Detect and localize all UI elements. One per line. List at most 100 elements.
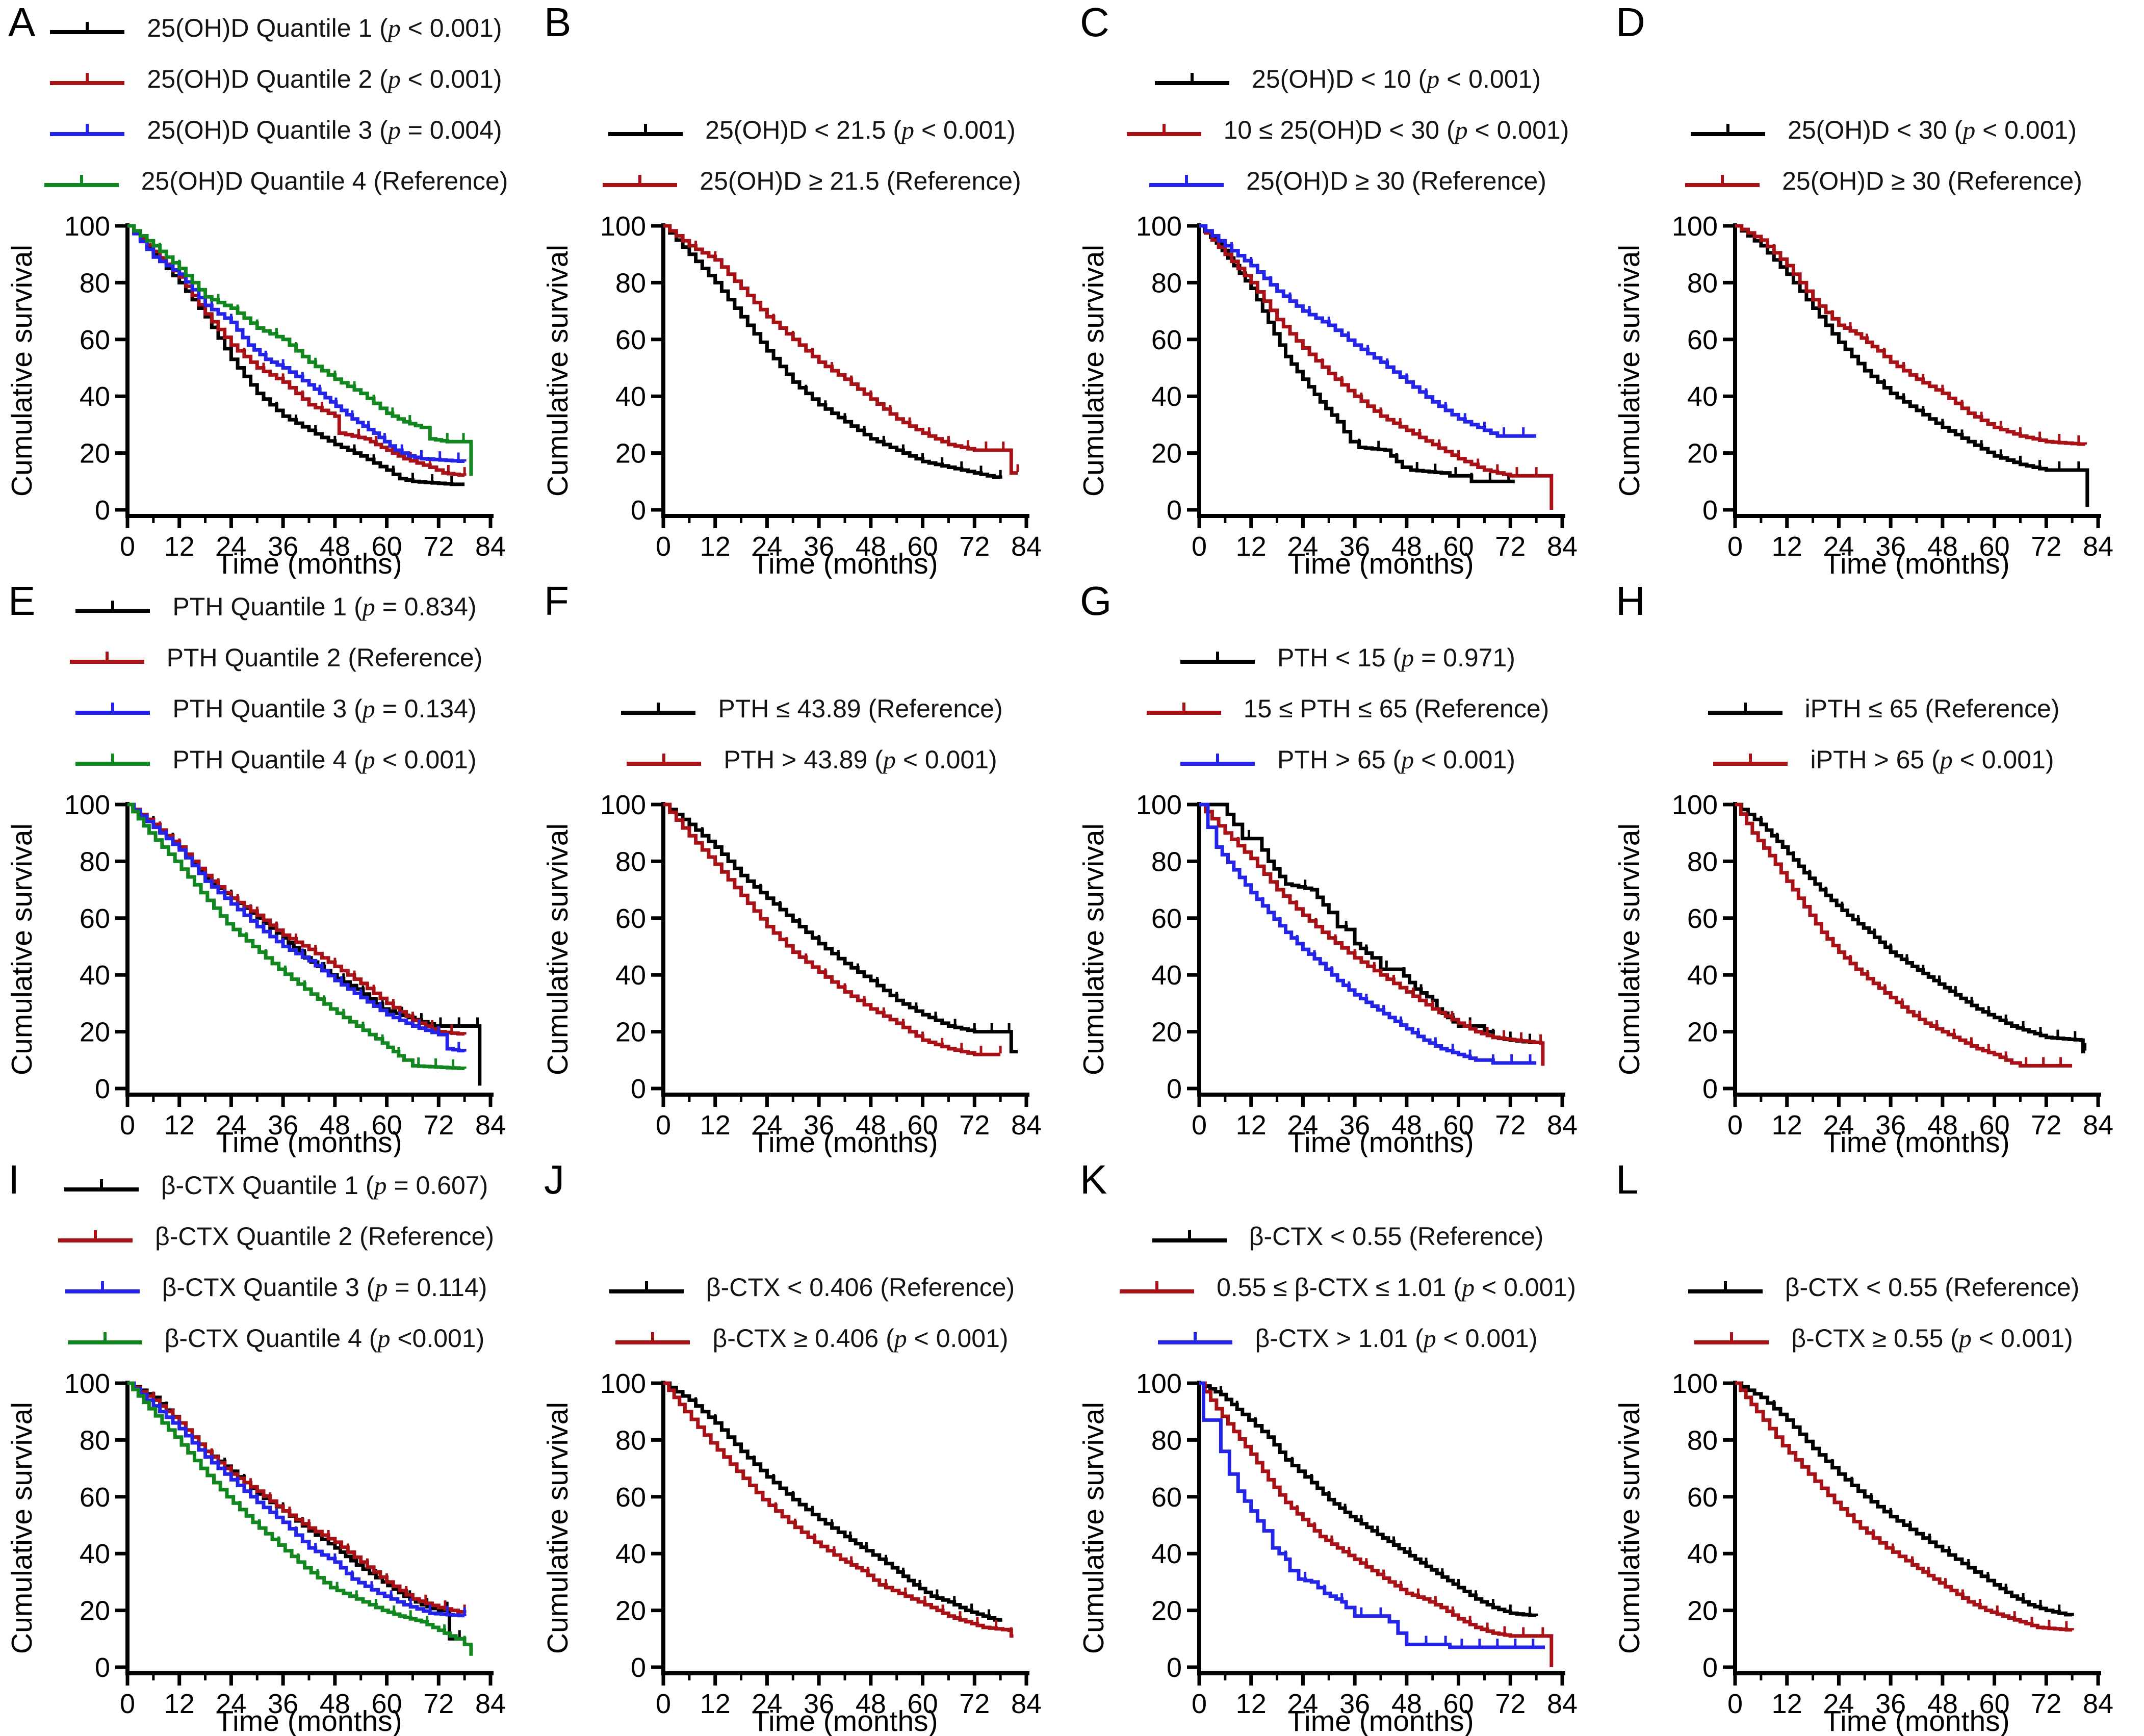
legend-label: 25(OH)D Quantile 2 (p < 0.001) [147,65,502,93]
x-tick-label: 84 [2083,1689,2113,1719]
x-tick-label: 0 [120,1110,135,1141]
survival-curve [127,1381,467,1618]
panel-letter: D [1616,0,1645,45]
legend-item: β-CTX Quantile 1 (p = 0.607) [63,1160,488,1211]
y-axis-title: Cumulative survival [1613,1402,1646,1654]
panel-legend: β-CTX Quantile 1 (p = 0.607) β-CTX Quanti… [20,1160,531,1364]
y-tick-label: 80 [1687,268,1718,298]
x-tick-label: 84 [1011,531,1042,562]
survival-curve [1199,224,1515,483]
survival-curve [127,224,467,477]
survival-curve [127,802,467,1070]
panel-letter: A [8,0,36,45]
y-tick-label: 20 [615,1017,646,1048]
y-tick-label: 100 [600,790,646,820]
legend-label: β-CTX Quantile 3 (p = 0.114) [162,1273,487,1302]
x-tick-label: 48 [320,531,350,562]
plot-svg: 0 12 24 36 48 60 72 84 0 20 40 60 80 100 Time (months)… [1077,211,1578,579]
x-tick-label: 60 [1443,531,1474,562]
y-tick-label: 100 [64,790,110,820]
x-axis-title: Time (months) [752,1705,938,1736]
y-tick-label: 100 [64,211,110,242]
survival-curve [1735,802,2085,1054]
panel-letter: J [544,1157,564,1202]
legend-item: PTH Quantile 2 (Reference) [69,632,482,683]
x-tick-label: 36 [1875,531,1906,562]
legend-item: PTH > 43.89 (p < 0.001) [626,734,997,785]
x-tick-label: 48 [1391,1110,1422,1141]
y-tick-label: 40 [1151,381,1182,412]
legend-line-icon [1126,124,1201,136]
survival-panel: 0 12 24 36 48 60 72 84 0 20 40 60 80 100 Time (months)… [1072,1157,1608,1736]
y-tick-label: 20 [1151,438,1182,469]
x-tick-label: 36 [268,1689,298,1719]
panel-legend: β-CTX < 0.406 (Reference) β-CTX ≥ 0.406 (… [556,1262,1067,1364]
x-tick-label: 48 [856,531,886,562]
y-tick-label: 20 [1687,1017,1718,1048]
legend-item: iPTH > 65 (p < 0.001) [1712,734,2054,785]
x-tick-label: 36 [1339,1689,1370,1719]
x-tick-label: 48 [1927,531,1958,562]
plot-svg: 0 12 24 36 48 60 72 84 0 20 40 60 80 100 Time (months)… [1613,790,2113,1157]
x-tick-label: 48 [1927,1689,1958,1719]
x-tick-label: 60 [1979,1689,2010,1719]
x-tick-label: 24 [1823,1110,1854,1141]
x-tick-label: 60 [372,1689,402,1719]
x-tick-label: 72 [423,1689,454,1719]
x-tick-label: 12 [1236,531,1267,562]
legend-line-icon [627,754,702,766]
y-tick-label: 40 [1687,960,1718,991]
x-tick-label: 84 [1547,531,1578,562]
legend-line-icon [65,1281,140,1293]
plot-svg: 0 12 24 36 48 60 72 84 0 20 40 60 80 100 Time (months)… [1613,1368,2113,1736]
legend-label: β-CTX ≥ 0.406 (p < 0.001) [712,1324,1009,1353]
plot-svg: 0 12 24 36 48 60 72 84 0 20 40 60 80 100 Time (months)… [1077,790,1578,1157]
y-tick-label: 60 [615,1482,646,1513]
panel-legend: β-CTX < 0.55 (Reference) 0.55 ≤ β-CTX ≤ 1… [1092,1211,1603,1364]
panel-letter: L [1616,1157,1639,1202]
legend-line-icon [1149,175,1224,187]
x-axis-title: Time (months) [1823,1126,2009,1157]
y-axis-title: Cumulative survival [6,1402,38,1654]
legend-label: PTH Quantile 3 (p = 0.134) [172,694,477,723]
legend-label: iPTH ≤ 65 (Reference) [1804,694,2060,723]
y-tick-label: 40 [1151,960,1182,991]
y-tick-label: 100 [1136,1368,1182,1399]
survival-curve [1199,802,1545,1066]
y-tick-label: 100 [1672,790,1718,820]
x-tick-label: 36 [804,531,834,562]
panel-letter: K [1080,1157,1107,1202]
legend-item: 10 ≤ 25(OH)D < 30 (p < 0.001) [1126,105,1569,156]
x-tick-label: 72 [423,531,454,562]
legend-line-icon [1155,73,1230,85]
legend-label: 10 ≤ 25(OH)D < 30 (p < 0.001) [1223,116,1569,144]
x-tick-label: 60 [1979,1110,2010,1141]
panel-legend: iPTH ≤ 65 (Reference) iPTH > 65 (p < 0.00… [1628,683,2138,785]
legend-line-icon [64,1179,139,1191]
y-tick-label: 0 [631,495,646,526]
x-tick-label: 48 [856,1110,886,1141]
y-tick-label: 60 [80,1482,110,1513]
panel-legend: PTH < 15 (p = 0.971) 15 ≤ PTH ≤ 65 (Refer… [1092,632,1603,785]
x-tick-label: 12 [1236,1110,1267,1141]
legend-line-icon [69,652,144,664]
legend-label: 25(OH)D < 30 (p < 0.001) [1788,116,2077,144]
panel-letter: G [1080,579,1112,624]
legend-item: β-CTX ≥ 0.55 (p < 0.001) [1693,1313,2073,1364]
legend-line-icon [1180,754,1255,766]
survival-curve [127,224,473,476]
y-tick-label: 40 [80,381,110,412]
x-tick-label: 12 [700,1689,731,1719]
legend-line-icon [608,124,683,136]
panel-legend: β-CTX < 0.55 (Reference) β-CTX ≥ 0.55 (p … [1628,1262,2138,1364]
x-tick-label: 12 [1772,1110,1802,1141]
y-tick-label: 60 [1687,325,1718,355]
legend-label: PTH > 43.89 (p < 0.001) [724,745,997,774]
legend-item: β-CTX < 0.406 (Reference) [608,1262,1015,1313]
legend-line-icon [58,1230,133,1242]
survival-curve [1199,1381,1554,1667]
plot-svg: 0 12 24 36 48 60 72 84 0 20 40 60 80 100 Time (months)… [541,211,1042,579]
y-tick-label: 20 [80,438,110,469]
legend-label: β-CTX > 1.01 (p < 0.001) [1255,1324,1538,1353]
